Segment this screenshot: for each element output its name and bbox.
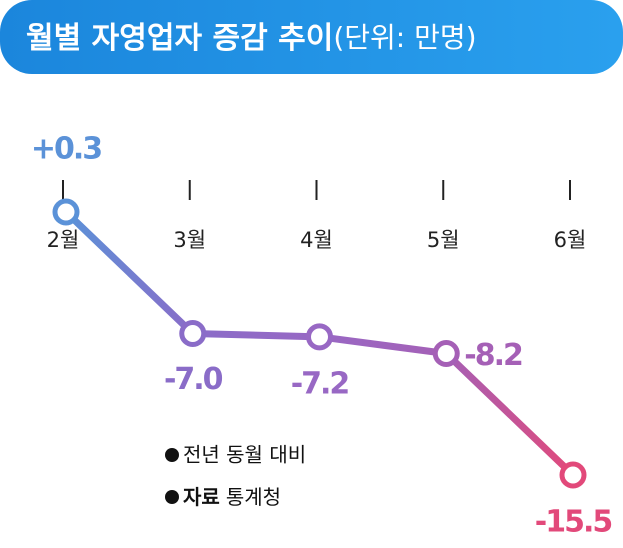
data-point xyxy=(52,198,80,226)
title-main: 월별 자영업자 증감 추이 xyxy=(26,21,333,56)
data-point xyxy=(559,461,587,489)
data-point xyxy=(432,339,460,367)
value-label: -7.2 xyxy=(291,366,349,401)
value-label: -15.5 xyxy=(535,505,612,540)
chart-title: 월별 자영업자 증감 추이(단위: 만명) xyxy=(26,21,477,56)
x-tick-label: 4월 xyxy=(300,228,333,252)
x-tick-label: 6월 xyxy=(554,228,587,252)
legend-bullet xyxy=(165,448,179,462)
legend-label: 전년 동월 대비 xyxy=(183,443,306,467)
source-label: 자료 xyxy=(183,485,220,509)
source-bullet xyxy=(165,490,179,504)
title-unit: (단위: 만명) xyxy=(333,21,476,54)
value-label: +0.3 xyxy=(31,132,101,167)
data-point xyxy=(306,323,333,351)
value-label: -7.0 xyxy=(164,362,223,397)
x-tick-label: 2월 xyxy=(47,228,80,252)
source: 통계청 xyxy=(226,485,281,509)
x-tick-label: 5월 xyxy=(427,228,460,252)
x-tick-label: 3월 xyxy=(173,228,206,252)
title-banner xyxy=(0,0,623,74)
value-label: -8.2 xyxy=(464,338,522,373)
data-point xyxy=(179,320,207,348)
source-note: 자료 통계청 xyxy=(183,485,281,509)
